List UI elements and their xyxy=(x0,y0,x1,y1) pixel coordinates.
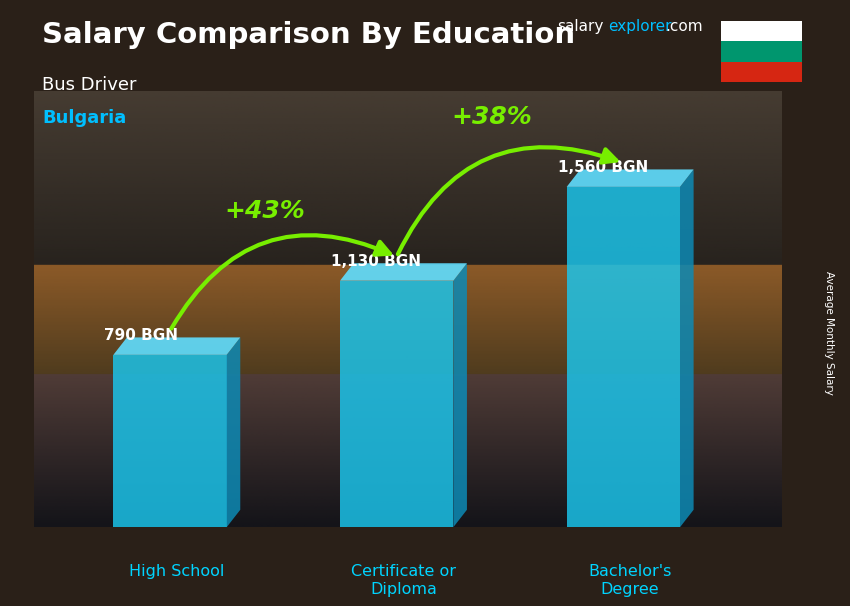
Text: 790 BGN: 790 BGN xyxy=(105,328,178,343)
Polygon shape xyxy=(227,338,241,527)
Text: 1,560 BGN: 1,560 BGN xyxy=(558,160,648,175)
Polygon shape xyxy=(567,187,680,527)
Polygon shape xyxy=(453,263,467,527)
Polygon shape xyxy=(113,338,241,355)
Text: High School: High School xyxy=(129,564,224,579)
Text: Bulgaria: Bulgaria xyxy=(42,109,127,127)
Polygon shape xyxy=(680,170,694,527)
Text: Certificate or
Diploma: Certificate or Diploma xyxy=(351,564,456,597)
Polygon shape xyxy=(340,281,453,527)
Text: explorer: explorer xyxy=(608,19,672,35)
Text: +43%: +43% xyxy=(224,199,305,223)
Text: salary: salary xyxy=(557,19,604,35)
Polygon shape xyxy=(340,263,467,281)
Text: .com: .com xyxy=(666,19,703,35)
Text: Bus Driver: Bus Driver xyxy=(42,76,137,94)
Text: Salary Comparison By Education: Salary Comparison By Education xyxy=(42,21,575,49)
Text: Bachelor's
Degree: Bachelor's Degree xyxy=(588,564,672,597)
Text: 1,130 BGN: 1,130 BGN xyxy=(331,254,421,268)
Text: +38%: +38% xyxy=(451,105,532,129)
Bar xyxy=(721,62,802,82)
Polygon shape xyxy=(567,170,694,187)
Polygon shape xyxy=(113,355,227,527)
Text: Average Monthly Salary: Average Monthly Salary xyxy=(824,271,834,395)
Bar xyxy=(721,21,802,41)
Bar xyxy=(721,41,802,62)
